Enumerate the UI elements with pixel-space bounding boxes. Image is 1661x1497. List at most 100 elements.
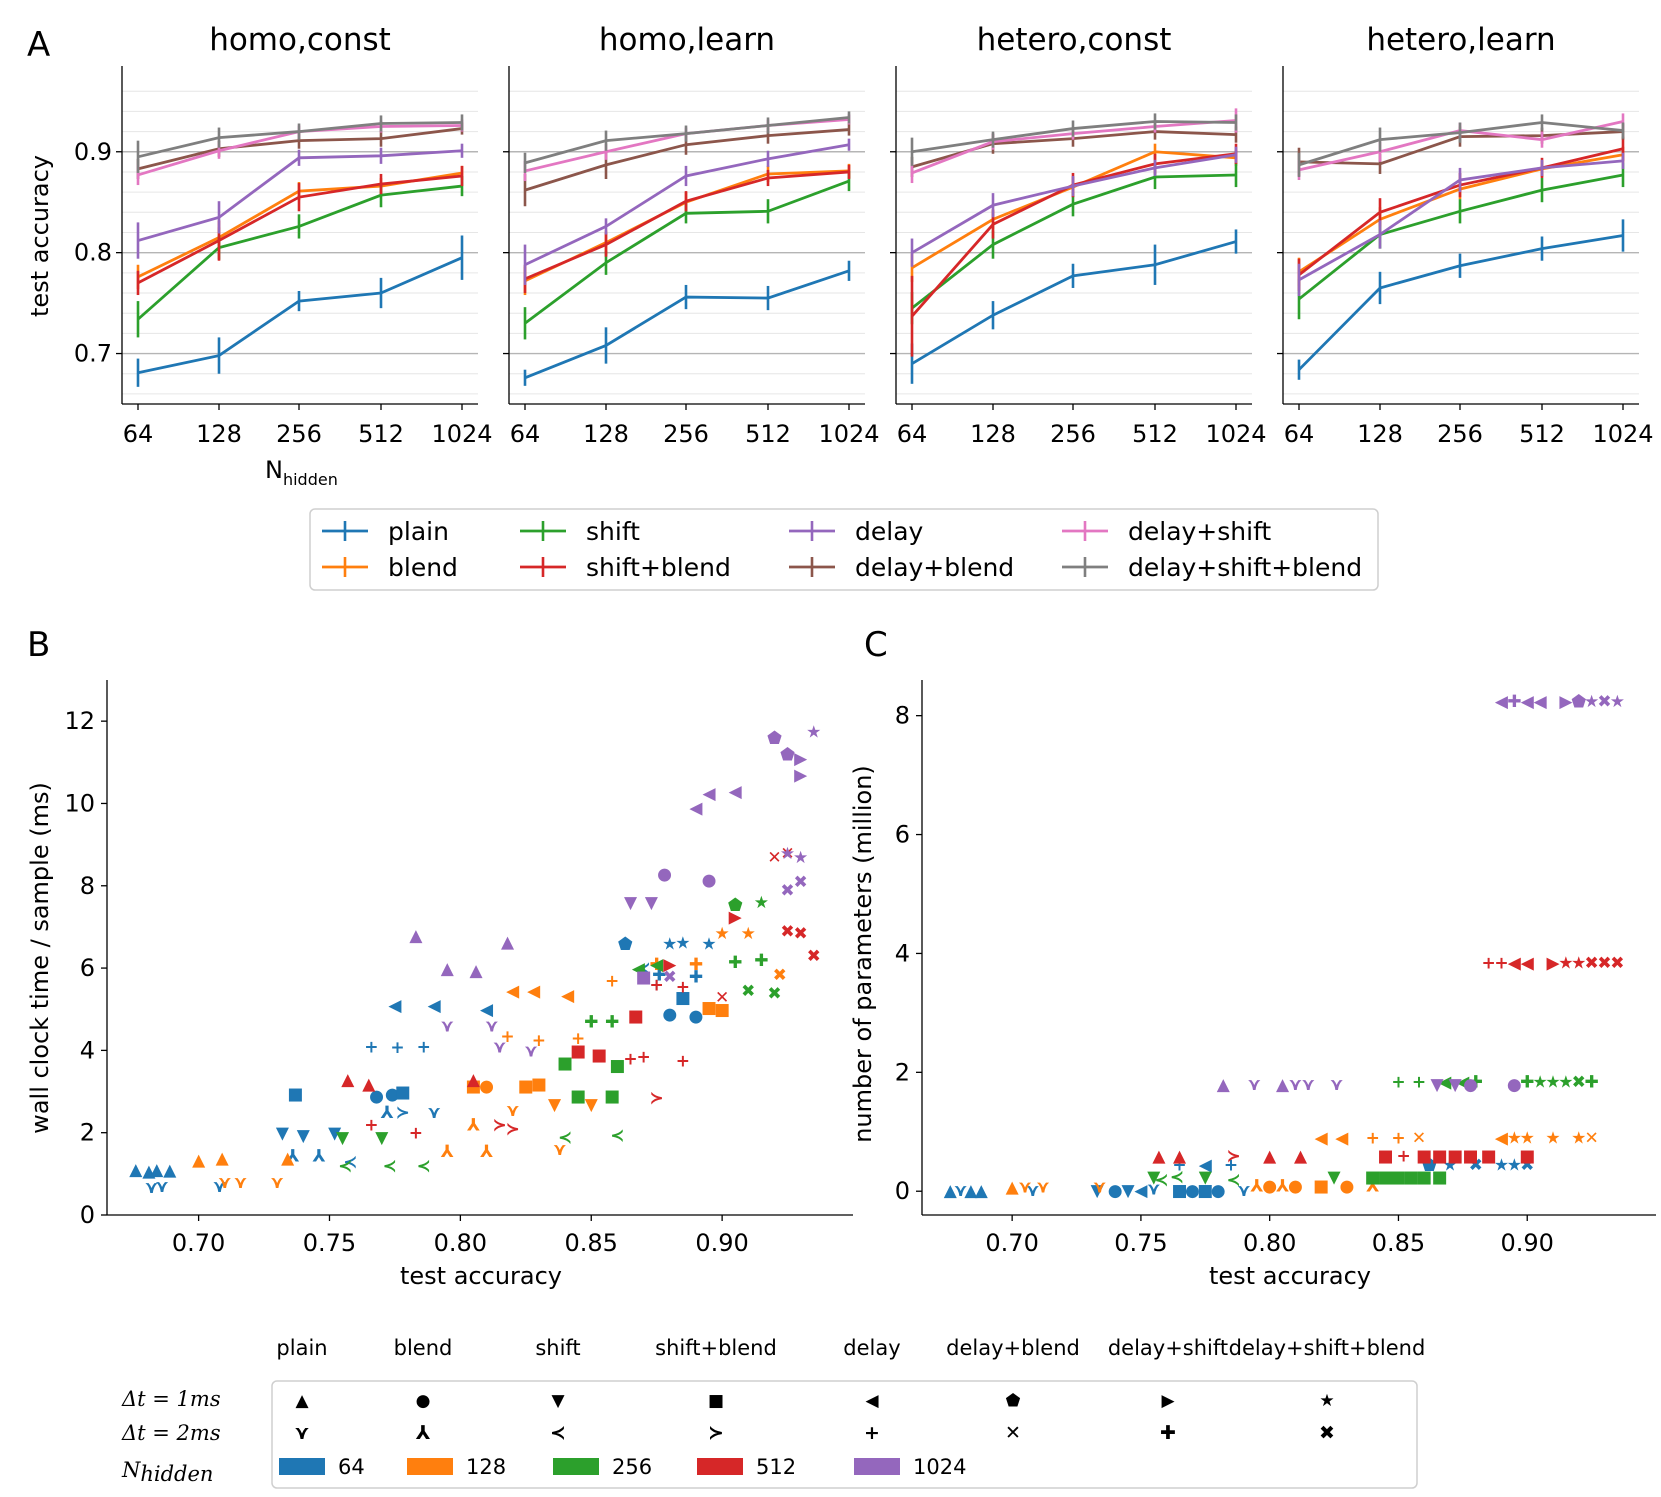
panel-a-x-axis-label-sub: hidden xyxy=(283,470,338,489)
key-marker-dt2: ⅄ xyxy=(416,1422,431,1444)
data-point: ★ xyxy=(793,848,808,868)
data-point: ✖ xyxy=(741,982,755,1002)
key-marker-dt1: ◀ xyxy=(865,1391,879,1411)
data-point: ⬟ xyxy=(1571,692,1586,712)
data-point: ■ xyxy=(1365,1167,1381,1187)
data-point: ▼ xyxy=(1328,1167,1342,1187)
data-point: ≻ xyxy=(493,1115,507,1135)
x-tick-label: 512 xyxy=(745,420,791,448)
legend-item-delay: delay xyxy=(789,517,924,546)
data-point: ▲ xyxy=(1276,1075,1290,1095)
data-point: ◀ xyxy=(506,982,520,1002)
panel-label-c: C xyxy=(864,625,888,665)
data-point: ≺ xyxy=(558,1128,572,1148)
data-point: ★ xyxy=(1520,1129,1535,1149)
data-point: ▲ xyxy=(944,1181,958,1201)
series-line xyxy=(911,173,1237,310)
data-point: ■ xyxy=(1447,1147,1463,1167)
data-point: ⅄ xyxy=(1276,1176,1289,1196)
y-tick-label: 0.8 xyxy=(74,239,112,267)
data-point: ⋎ xyxy=(485,1017,499,1037)
legend-item-plain: plain xyxy=(322,517,449,546)
key-size-label: 512 xyxy=(756,1455,796,1479)
data-point: ▼ xyxy=(276,1124,290,1144)
data-point: ⋎ xyxy=(1018,1177,1032,1197)
data-point: ■ xyxy=(1463,1147,1479,1167)
key-size-128: 128 xyxy=(407,1455,506,1479)
series-line xyxy=(524,128,850,192)
key-column-header: shift+blend xyxy=(655,1336,777,1360)
series-shift+blend xyxy=(136,165,464,296)
data-point: ⋎ xyxy=(506,1101,520,1121)
x-tick-label: 512 xyxy=(358,420,404,448)
data-point: ◀ xyxy=(1534,692,1548,712)
series-line xyxy=(137,121,463,159)
data-point: ✖ xyxy=(794,873,808,893)
data-point: ■ xyxy=(1390,1167,1406,1187)
data-point: ≺ xyxy=(1170,1167,1184,1187)
key-row-nhidden-main: N xyxy=(121,1458,141,1482)
x-tick-label: 64 xyxy=(510,420,541,448)
data-point: ≺ xyxy=(343,1153,357,1173)
series-delay xyxy=(910,146,1238,267)
subplot-title: hetero,const xyxy=(977,22,1172,58)
data-point: ✕ xyxy=(1584,1129,1598,1149)
legend-item-delay+blend: delay+blend xyxy=(789,553,1014,582)
key-column-header: delay+shift+blend xyxy=(1229,1336,1426,1360)
data-point: ▲ xyxy=(1152,1147,1166,1167)
data-point: ★ xyxy=(1545,1072,1560,1092)
panel-label-a: A xyxy=(27,25,50,65)
key-size-256: 256 xyxy=(553,1455,652,1479)
data-point: ⅄ xyxy=(313,1146,326,1166)
data-point: ■ xyxy=(701,998,717,1018)
data-point: ● xyxy=(1340,1176,1355,1196)
x-tick-label: 256 xyxy=(1437,420,1483,448)
data-point: ◀ xyxy=(1521,692,1535,712)
data-point: ✖ xyxy=(1572,1072,1586,1092)
data-point: ◀ xyxy=(702,784,716,804)
key-row-nhidden-sub: hidden xyxy=(140,1462,213,1486)
data-point: ▲ xyxy=(1173,1147,1187,1167)
data-point: ■ xyxy=(1313,1176,1329,1196)
data-point: ✖ xyxy=(1469,1155,1483,1175)
data-point: ⬟ xyxy=(728,895,743,915)
legend-label: delay+shift+blend xyxy=(1128,553,1362,582)
y-tick-label: 0.9 xyxy=(74,138,112,166)
series-line xyxy=(1298,159,1624,282)
data-point: ⋎ xyxy=(1301,1075,1315,1095)
key-marker-dt2: + xyxy=(864,1422,880,1444)
data-point: ▲ xyxy=(1217,1075,1231,1095)
data-point: ✖ xyxy=(807,947,821,967)
data-point: + xyxy=(1224,1155,1238,1175)
data-point: ▲ xyxy=(150,1160,164,1180)
data-point: ★ xyxy=(1442,1155,1457,1175)
x-tick-label: 0.85 xyxy=(1372,1229,1425,1257)
data-point: ✖ xyxy=(773,965,787,985)
data-point: ★ xyxy=(1532,1072,1547,1092)
key-row-dt2: Δt = 2ms xyxy=(121,1421,221,1445)
data-point: ▲ xyxy=(501,932,515,952)
data-point: ✚ xyxy=(689,955,703,975)
data-point: ◀ xyxy=(1199,1155,1213,1175)
data-point: ▲ xyxy=(362,1074,376,1094)
x-tick-label: 256 xyxy=(663,420,709,448)
x-tick-label: 0.90 xyxy=(695,1229,748,1257)
data-point: + xyxy=(532,1031,546,1051)
data-point: ◀ xyxy=(729,782,743,802)
data-point: ■ xyxy=(531,1074,547,1094)
data-point: ≺ xyxy=(1227,1170,1241,1190)
series-delay+shift+blend xyxy=(136,114,464,173)
data-point: ▶ xyxy=(1559,692,1573,712)
data-point: ✕ xyxy=(780,844,794,864)
series-delay xyxy=(136,143,464,259)
data-point: ◀ xyxy=(1495,1129,1509,1149)
data-point: ▲ xyxy=(281,1148,295,1168)
series-line xyxy=(524,179,850,325)
series-line xyxy=(137,256,463,375)
data-point: ★ xyxy=(1571,953,1586,973)
data-point: ● xyxy=(702,871,717,891)
data-point: ■ xyxy=(714,1000,730,1020)
panel-b-y-axis-label: wall clock time / sample (ms) xyxy=(26,782,54,1134)
y-tick-label: 6 xyxy=(895,821,910,849)
